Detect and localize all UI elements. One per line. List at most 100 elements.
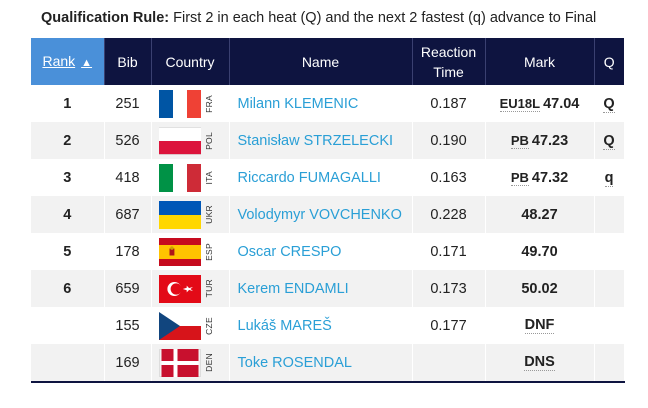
reaction-column-header: Reaction Time (412, 38, 486, 85)
country-code: FRA (203, 94, 214, 113)
athlete-name-link[interactable]: Lukáš MAREŠ (229, 307, 413, 344)
qualification-cell (594, 307, 625, 344)
france-flag-icon (158, 89, 201, 118)
mark-cell: 50.02 (485, 270, 595, 307)
rank-column-header[interactable]: Rank ▲ (31, 38, 105, 85)
turkey-flag-icon (158, 274, 201, 303)
qualification-rule-text: First 2 in each heat (Q) and the next 2 … (169, 10, 597, 26)
mark-cell: DNS (485, 344, 595, 383)
bib-column-header: Bib (104, 38, 152, 85)
record-tag: PB (510, 132, 529, 149)
mark-cell: 48.27 (485, 196, 595, 233)
mark-value: 47.32 (531, 169, 569, 186)
country-cell: CZE (151, 307, 230, 344)
athlete-name-link[interactable]: Oscar CRESPO (229, 233, 413, 270)
country-cell: ITA (151, 159, 230, 196)
country-cell: ESP (151, 233, 230, 270)
athlete-name-link[interactable]: Stanisław STRZELECKI (229, 122, 413, 159)
country-code: ITA (203, 170, 214, 185)
qualification-cell (594, 344, 625, 383)
ukraine-flag-icon (158, 200, 201, 229)
mark-value: 50.02 (521, 280, 558, 297)
table-row: 3 418 ITA Riccardo FUMAGALLI 0.163 PB 47.32 q (31, 159, 625, 196)
name-column-header: Name (229, 38, 413, 85)
reaction-time-cell: 0.163 (412, 159, 486, 196)
table-row: 2 526 POL Stanisław STRZELECKI 0.190 PB 47.23 Q (31, 122, 625, 159)
bib-cell: 418 (104, 159, 152, 196)
qualification-rule-label: Qualification Rule: (41, 10, 170, 26)
rank-cell: 3 (31, 159, 105, 196)
athlete-name-link[interactable]: Milann KLEMENIC (229, 85, 413, 122)
italy-flag-icon (158, 163, 201, 192)
reaction-time-cell: 0.228 (412, 196, 486, 233)
reaction-time-cell: 0.177 (412, 307, 486, 344)
mark-cell: PB 47.23 (485, 122, 595, 159)
rank-cell: 4 (31, 196, 105, 233)
mark-value: DNF (524, 317, 555, 334)
rank-cell: 5 (31, 233, 105, 270)
qualification-cell (594, 233, 625, 270)
qualification-cell (594, 270, 625, 307)
country-cell: POL (151, 122, 230, 159)
qualification-flag: Q (603, 132, 615, 150)
mark-cell: DNF (485, 307, 595, 344)
rank-cell: 2 (31, 122, 105, 159)
reaction-time-cell (412, 344, 486, 383)
record-tag: EU18L (499, 95, 541, 112)
athlete-name-link[interactable]: Toke ROSENDAL (229, 344, 413, 383)
qualification-cell: Q (594, 122, 625, 159)
bib-cell: 526 (104, 122, 152, 159)
country-code: POL (203, 131, 214, 150)
country-code: TUR (203, 279, 214, 298)
reaction-time-cell: 0.187 (412, 85, 486, 122)
mark-value: 47.04 (543, 95, 580, 112)
qualification-rule: Qualification Rule: First 2 in each heat… (41, 10, 596, 26)
triangle-up-icon: ▲ (81, 56, 93, 69)
table-row: 1 251 FRA Milann KLEMENIC 0.187 EU18L 47.04 Q (31, 85, 625, 122)
mark-value: 47.23 (531, 132, 569, 149)
table-row: 5 178 ESP Oscar CRESPO 0.171 49.70 (31, 233, 625, 270)
qualification-cell (594, 196, 625, 233)
bib-cell: 659 (104, 270, 152, 307)
rank-cell: 6 (31, 270, 105, 307)
mark-cell: PB 47.32 (485, 159, 595, 196)
mark-value: 48.27 (521, 206, 558, 223)
poland-flag-icon (158, 127, 201, 155)
rank-cell (31, 344, 105, 383)
country-code: ESP (203, 242, 214, 261)
bib-cell: 178 (104, 233, 152, 270)
table-row: 169 DEN Toke ROSENDAL DNS (31, 344, 625, 383)
athlete-name-link[interactable]: Kerem ENDAMLI (229, 270, 413, 307)
athlete-name-link[interactable]: Riccardo FUMAGALLI (229, 159, 413, 196)
bib-cell: 169 (104, 344, 152, 383)
country-code: DEN (203, 353, 214, 372)
country-column-header: Country (151, 38, 230, 85)
country-cell: FRA (151, 85, 230, 122)
qualification-cell: q (594, 159, 625, 196)
reaction-time-cell: 0.173 (412, 270, 486, 307)
reaction-time-cell: 0.190 (412, 122, 486, 159)
country-cell: UKR (151, 196, 230, 233)
reaction-time-cell: 0.171 (412, 233, 486, 270)
results-table: Rank ▲ Bib Country Name Reaction Time Mar… (31, 38, 625, 383)
table-row: 4 687 UKR Volodymyr VOVCHENKO 0.228 48.27 (31, 196, 625, 233)
bib-cell: 155 (104, 307, 152, 344)
mark-column-header: Mark (485, 38, 595, 85)
table-row: 6 659 TUR Kerem ENDAMLI 0.173 50.02 (31, 270, 625, 307)
mark-value: 49.70 (521, 243, 558, 260)
mark-cell: EU18L 47.04 (485, 85, 595, 122)
qualification-flag: q (604, 169, 614, 187)
country-code: CZE (203, 316, 214, 335)
athlete-name-link[interactable]: Volodymyr VOVCHENKO (229, 196, 413, 233)
country-cell: TUR (151, 270, 230, 307)
rank-cell (31, 307, 105, 344)
table-row: 155 CZE Lukáš MAREŠ 0.177 DNF (31, 307, 625, 344)
bib-cell: 251 (104, 85, 152, 122)
spain-flag-icon (158, 237, 201, 266)
rank-cell: 1 (31, 85, 105, 122)
record-tag: PB (510, 169, 529, 186)
table-header-row: Rank ▲ Bib Country Name Reaction Time Mar… (31, 38, 624, 85)
qualification-flag: Q (603, 95, 615, 113)
mark-cell: 49.70 (485, 233, 595, 270)
czech-flag-icon (158, 311, 201, 340)
